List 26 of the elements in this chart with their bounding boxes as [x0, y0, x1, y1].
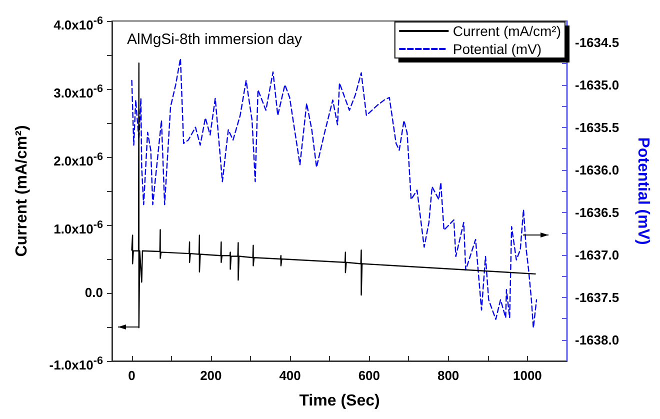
- legend-label: Potential (mV): [452, 41, 542, 57]
- y-axis-title: Current (mA/cm²): [14, 125, 30, 257]
- x-tick-label: 600: [358, 368, 380, 383]
- x-axis-title: Time (Sec): [299, 392, 380, 410]
- y2-tick-label: -1638.0: [575, 332, 620, 348]
- y-tick-label: 0.0: [84, 284, 103, 302]
- x-tick-label: 800: [437, 368, 460, 383]
- x-tick-label: 400: [279, 368, 301, 383]
- y2-tick-label: -1636.5: [575, 204, 620, 220]
- legend-label: Current (mA/cm²): [452, 23, 562, 39]
- y2-tick-label: -1636.0: [575, 162, 620, 178]
- y2-tick-label: -1635.0: [575, 77, 620, 92]
- y2-axis-title: Potential (mV): [634, 137, 652, 245]
- y-tick-label: 1.0x10$^{-6}$: [54, 218, 103, 236]
- y-tick-label: 3.0x10$^{-6}$: [54, 82, 103, 100]
- y2-tick-label: -1637.0: [575, 247, 620, 262]
- y-tick-label: -1.0x10$^{-6}$: [49, 354, 103, 372]
- y2-tick-label: -1634.5: [575, 34, 620, 50]
- x-tick-label: 0: [128, 368, 136, 383]
- x-tick-label: 200: [200, 368, 222, 383]
- y-tick-label: 2.0x10$^{-6}$: [54, 150, 103, 168]
- y-tick-label: 4.0x10$^{-6}$: [54, 14, 103, 32]
- y2-tick-label: -1635.5: [575, 120, 620, 135]
- y2-tick-label: -1637.5: [575, 290, 620, 305]
- text: AlMgSi-8th immersion day: [127, 31, 303, 48]
- x-tick-label: 1000: [512, 368, 542, 383]
